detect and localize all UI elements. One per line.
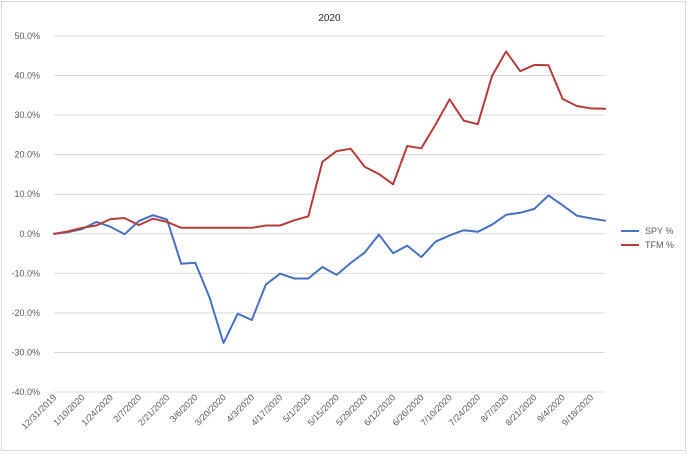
y-tick-label: 0.0% [19, 229, 40, 239]
y-axis-tick-labels: -40.0% -30.0% -20.0% -10.0% 0.0% 10.0% 20.0% 30… [11, 31, 40, 397]
y-tick-label: -10.0% [11, 268, 40, 278]
y-tick-label: 20.0% [14, 150, 40, 160]
x-tick-label: 12/31/2019 [19, 392, 58, 431]
y-tick-label: -20.0% [11, 308, 40, 318]
y-tick-label: -30.0% [11, 347, 40, 357]
y-tick-label: -40.0% [11, 387, 40, 397]
y-tick-label: 10.0% [14, 189, 40, 199]
legend-label: TFM % [645, 240, 674, 250]
series-line [53, 50, 606, 235]
y-tick-label: 30.0% [14, 110, 40, 120]
legend: SPY % TFM % [621, 226, 674, 250]
legend-label: SPY % [645, 226, 673, 236]
plot-series [53, 50, 606, 344]
gridlines [54, 35, 605, 393]
y-tick-label: 50.0% [14, 31, 40, 41]
y-tick-label: 40.0% [14, 71, 40, 81]
chart-title: 2020 [318, 13, 341, 24]
series-line [53, 194, 606, 344]
x-axis-tick-labels: 12/31/20191/10/20201/24/20202/7/20202/21… [19, 392, 595, 431]
